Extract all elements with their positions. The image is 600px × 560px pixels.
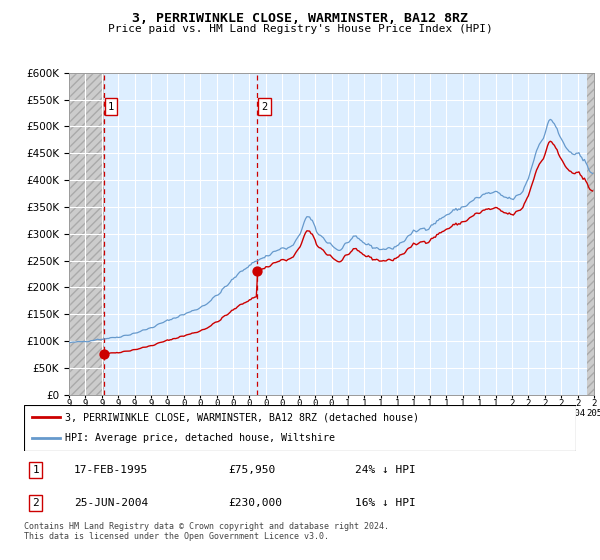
Text: 1: 1 <box>32 465 39 475</box>
FancyBboxPatch shape <box>24 405 576 451</box>
Bar <box>69 73 104 395</box>
Text: 3, PERRIWINKLE CLOSE, WARMINSTER, BA12 8RZ (detached house): 3, PERRIWINKLE CLOSE, WARMINSTER, BA12 8… <box>65 412 419 422</box>
Bar <box>104 73 594 395</box>
Text: 16% ↓ HPI: 16% ↓ HPI <box>355 498 416 508</box>
Text: 2: 2 <box>32 498 39 508</box>
Text: Price paid vs. HM Land Registry's House Price Index (HPI): Price paid vs. HM Land Registry's House … <box>107 24 493 34</box>
Bar <box>587 73 594 395</box>
Text: 2: 2 <box>262 101 268 111</box>
Text: Contains HM Land Registry data © Crown copyright and database right 2024.
This d: Contains HM Land Registry data © Crown c… <box>24 522 389 542</box>
Text: 24% ↓ HPI: 24% ↓ HPI <box>355 465 416 475</box>
Text: HPI: Average price, detached house, Wiltshire: HPI: Average price, detached house, Wilt… <box>65 433 335 444</box>
Bar <box>69 73 104 395</box>
Text: 17-FEB-1995: 17-FEB-1995 <box>74 465 148 475</box>
Text: £230,000: £230,000 <box>228 498 282 508</box>
Point <box>99 349 109 358</box>
Text: 3, PERRIWINKLE CLOSE, WARMINSTER, BA12 8RZ: 3, PERRIWINKLE CLOSE, WARMINSTER, BA12 8… <box>132 12 468 25</box>
Point <box>253 267 262 276</box>
Text: 1: 1 <box>108 101 114 111</box>
Text: 25-JUN-2004: 25-JUN-2004 <box>74 498 148 508</box>
Text: £75,950: £75,950 <box>228 465 275 475</box>
